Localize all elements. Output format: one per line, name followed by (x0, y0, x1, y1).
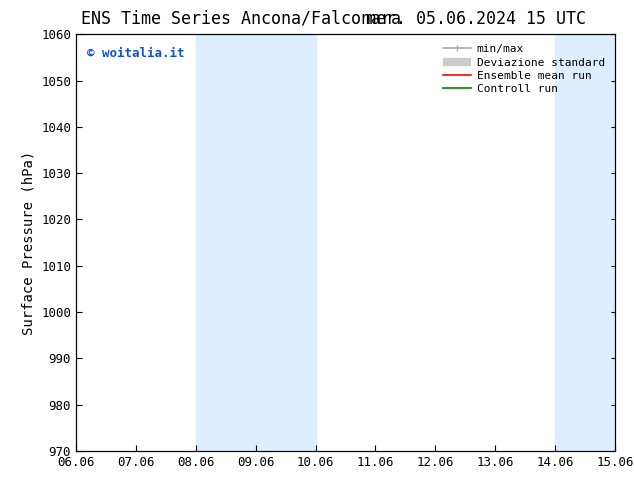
Y-axis label: Surface Pressure (hPa): Surface Pressure (hPa) (22, 150, 36, 335)
Bar (555, 34, 615, 451)
Text: mer. 05.06.2024 15 UTC: mer. 05.06.2024 15 UTC (365, 10, 586, 28)
Text: ENS Time Series Ancona/Falconara: ENS Time Series Ancona/Falconara (81, 10, 401, 28)
Bar (196, 34, 316, 451)
Text: © woitalia.it: © woitalia.it (87, 47, 184, 60)
Legend: min/max, Deviazione standard, Ensemble mean run, Controll run: min/max, Deviazione standard, Ensemble m… (439, 40, 609, 99)
